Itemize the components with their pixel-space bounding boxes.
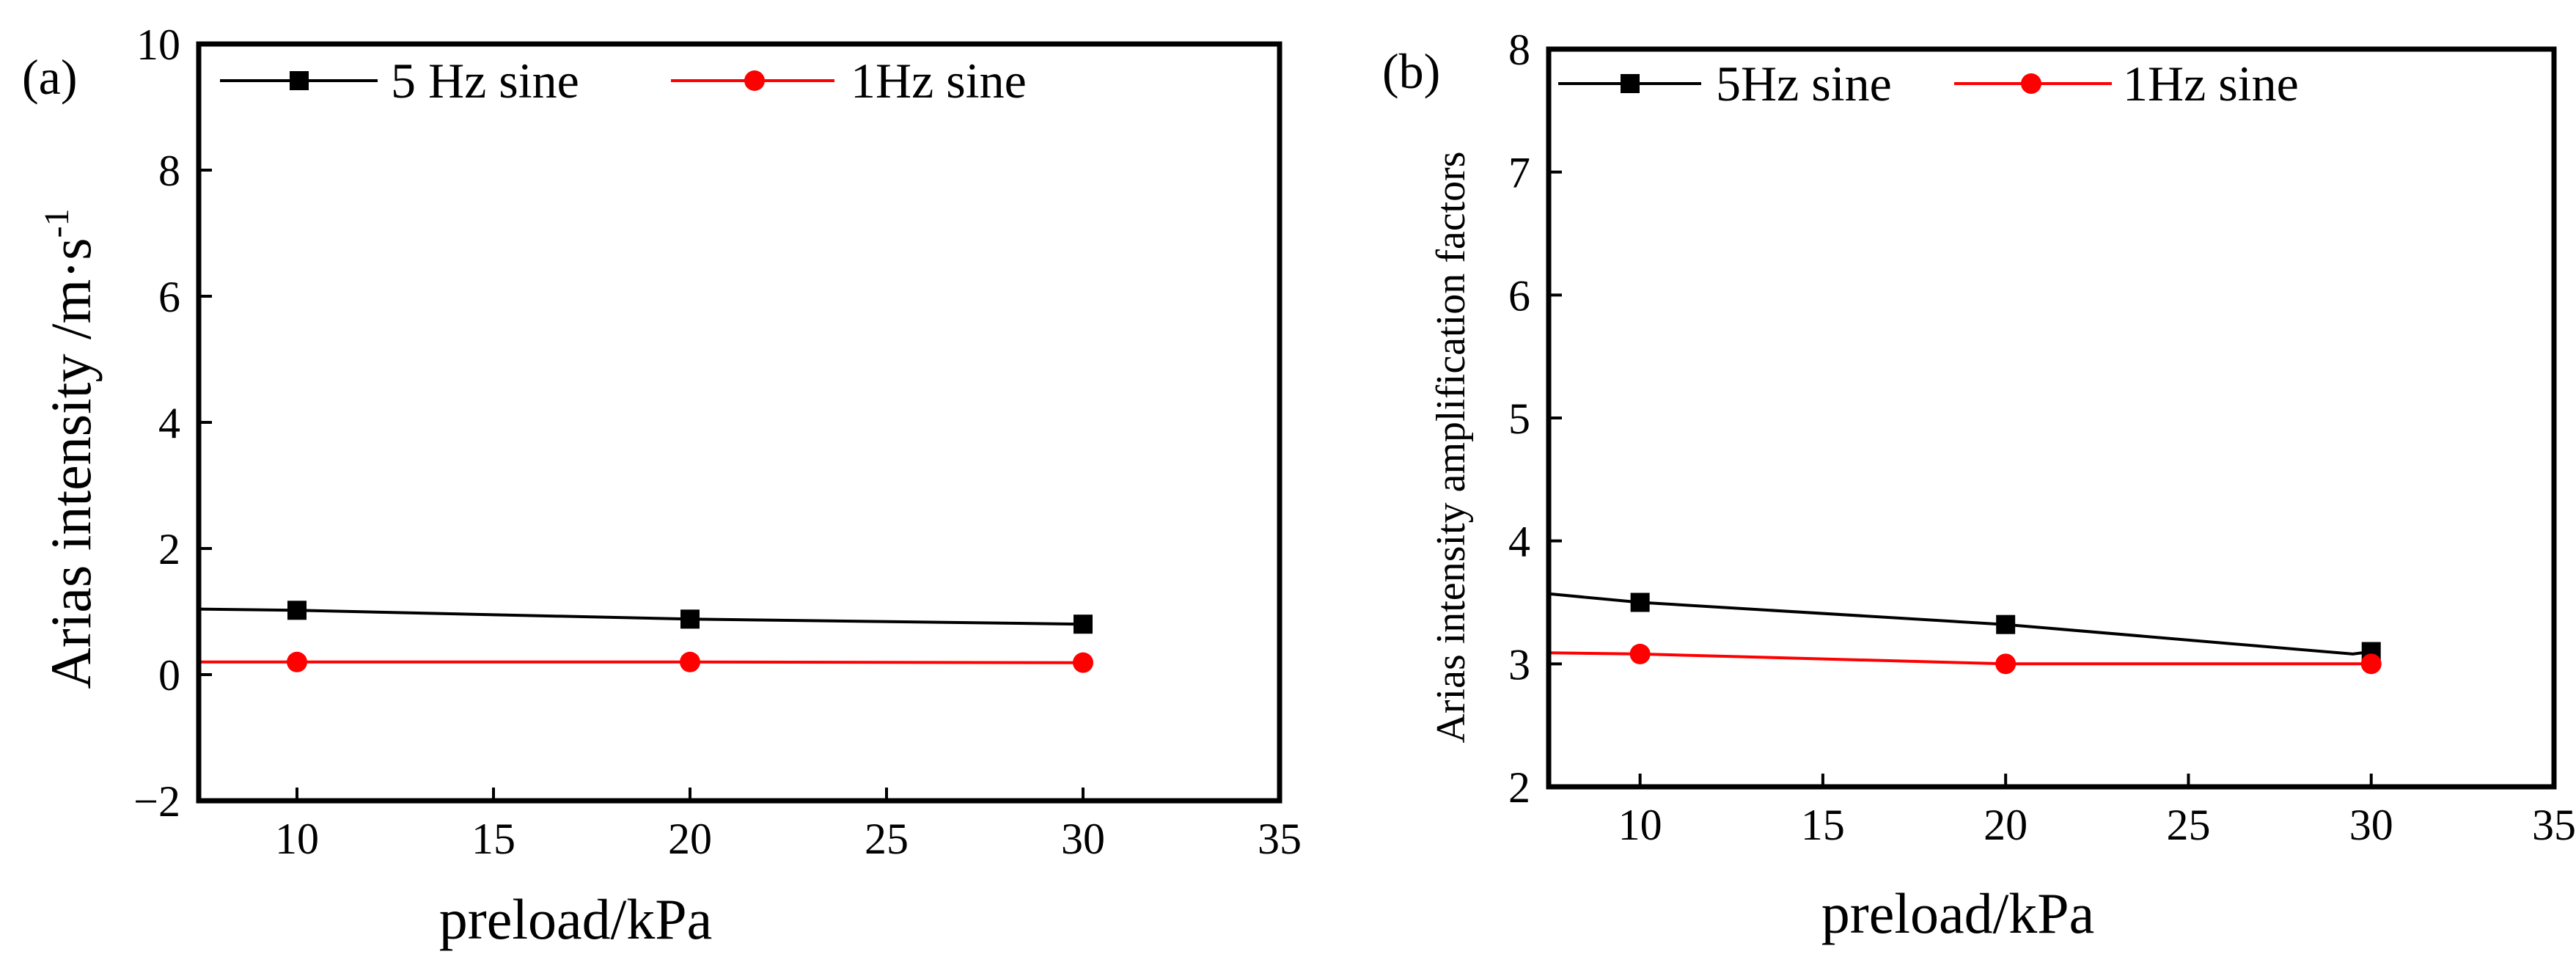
y-axis-title-main-b: Arias intensity amplification factors xyxy=(1428,151,1474,743)
x-tick-label-b-25: 25 xyxy=(2166,801,2210,849)
y-tick-label-b-3: 3 xyxy=(1508,640,1530,689)
y-axis-title-b: Arias intensity amplification factors xyxy=(1428,151,1474,743)
x-tick-label-b-30: 30 xyxy=(2349,801,2393,849)
x-axis-title-b: preload/kPa xyxy=(1821,881,2095,945)
legend-marker-1hz-b xyxy=(2021,73,2041,94)
point-a-1-20 xyxy=(680,651,700,672)
x-tick-label-a-15: 15 xyxy=(471,815,515,863)
legend-label-1hz-a: 1Hz sine xyxy=(851,53,1027,109)
legend-label-5hz-b: 5Hz sine xyxy=(1716,56,1892,111)
axis-ticks-a: 10 15 20 25 30 35 −2 0 2 4 6 8 10 xyxy=(133,21,1302,863)
x-tick-label-b-15: 15 xyxy=(1801,801,1845,849)
svg-text:Arias intensity /m·s-1: Arias intensity /m·s-1 xyxy=(37,208,103,689)
series-line-b-0 xyxy=(1548,592,2371,656)
legend-a: 5 Hz sine 1Hz sine xyxy=(220,53,1027,109)
legend-marker-5hz-b xyxy=(1621,74,1640,93)
series-group-a xyxy=(198,601,1093,673)
y-tick-label-b-4: 4 xyxy=(1508,518,1530,566)
x-tick-label-b-35: 35 xyxy=(2532,801,2576,849)
legend-marker-1hz-a xyxy=(744,70,765,91)
point-a-0-30 xyxy=(1074,614,1093,634)
y-tick-label-a-6: 6 xyxy=(158,273,180,321)
legend-label-1hz-b: 1Hz sine xyxy=(2123,56,2299,111)
x-tick-label-a-35: 35 xyxy=(1258,815,1302,863)
plot-frame-b xyxy=(1546,46,2557,790)
point-b-1-20 xyxy=(1995,653,2017,675)
panel-label-a: (a) xyxy=(22,49,77,105)
series-line-a-0 xyxy=(198,607,1084,626)
y-tick-label-a--2: −2 xyxy=(133,777,180,826)
legend-label-5hz-a: 5 Hz sine xyxy=(391,53,579,109)
y-tick-label-b-8: 8 xyxy=(1508,26,1530,74)
x-tick-label-a-25: 25 xyxy=(865,815,909,863)
y-tick-label-b-2: 2 xyxy=(1508,763,1530,812)
panel-label-b: (b) xyxy=(1382,43,1440,99)
y-tick-label-a-4: 4 xyxy=(158,399,180,447)
x-tick-label-b-20: 20 xyxy=(1984,801,2028,849)
series-line-b-1 xyxy=(1548,651,2371,666)
series-line-a-1 xyxy=(199,660,1084,664)
x-axis-title-a: preload/kPa xyxy=(439,887,713,951)
point-b-0-10 xyxy=(1630,592,1650,612)
legend-b: 5Hz sine 1Hz sine xyxy=(1558,56,2299,111)
series-group-b xyxy=(1548,592,2382,675)
x-tick-label-b-10: 10 xyxy=(1618,801,1662,849)
x-tick-label-a-30: 30 xyxy=(1061,815,1105,863)
axis-ticks-b: 10 15 20 25 30 35 2 3 4 5 6 7 8 xyxy=(1508,26,2576,849)
y-tick-label-a-8: 8 xyxy=(158,147,180,195)
y-tick-label-b-5: 5 xyxy=(1508,395,1530,443)
y-tick-label-a-10: 10 xyxy=(136,21,180,69)
chart-panel-a: (a) 10 15 20 25 30 35 −2 0 2 4 6 8 10 5 Hz sine 1Hz … xyxy=(22,21,1302,951)
y-tick-label-b-7: 7 xyxy=(1508,149,1530,197)
y-tick-label-b-6: 6 xyxy=(1508,271,1530,320)
point-a-0-20 xyxy=(680,609,700,629)
point-a-1-10 xyxy=(287,651,307,672)
y-axis-title-main-a: Arias intensity /m·s xyxy=(39,238,103,689)
point-a-1-30 xyxy=(1073,652,1093,673)
y-axis-title-sup-a: -1 xyxy=(37,208,76,238)
point-b-1-30 xyxy=(2360,653,2382,675)
x-tick-label-a-20: 20 xyxy=(668,815,712,863)
y-axis-title-a: Arias intensity /m·s-1 xyxy=(37,208,103,689)
point-b-1-10 xyxy=(1629,643,1651,664)
x-tick-label-a-10: 10 xyxy=(275,815,319,863)
y-tick-label-a-2: 2 xyxy=(158,525,180,573)
y-tick-label-a-0: 0 xyxy=(158,651,180,700)
plot-frame-a xyxy=(196,41,1283,804)
chart-panel-b: (b) 10 15 20 25 30 35 2 3 4 5 6 7 8 5Hz sine 1Hz sin… xyxy=(1382,26,2576,945)
legend-marker-5hz-a xyxy=(290,71,309,90)
point-b-0-20 xyxy=(1996,614,2016,634)
point-a-0-10 xyxy=(287,601,307,620)
